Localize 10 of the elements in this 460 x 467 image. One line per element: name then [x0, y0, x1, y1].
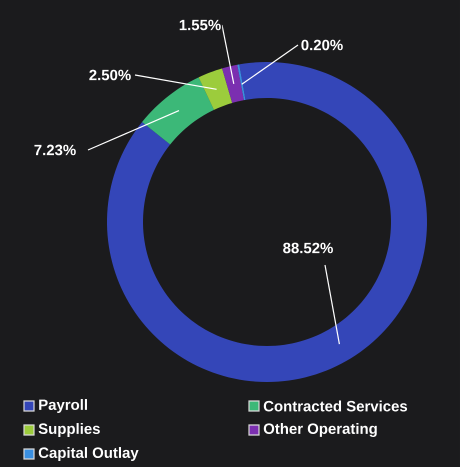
legend-label: Payroll — [39, 399, 87, 413]
legend-label: Other Operating — [264, 422, 377, 437]
legend-label: Supplies — [38, 423, 100, 437]
legend-label: Capital Outlay — [38, 447, 139, 461]
legend-label: Contracted Services — [264, 400, 408, 412]
data-label: 88.52% — [283, 242, 333, 254]
data-label: 7.23% — [34, 144, 76, 156]
data-label: 2.50% — [89, 70, 131, 80]
data-label: 0.20% — [301, 40, 343, 50]
data-label: 1.55% — [180, 20, 221, 30]
